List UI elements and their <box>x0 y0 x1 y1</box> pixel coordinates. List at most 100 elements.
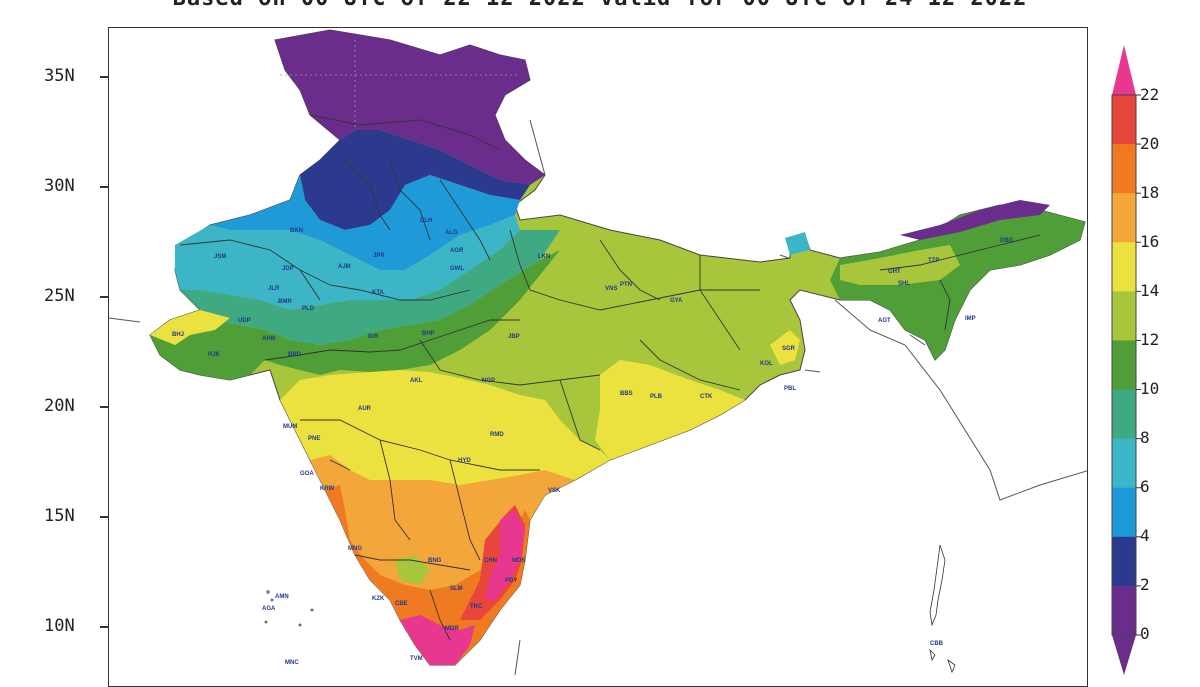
islands <box>264 544 956 674</box>
station-label: PLB <box>650 394 663 400</box>
station-label: BHP <box>422 331 435 337</box>
station-label: RJK <box>208 352 221 358</box>
station-label: UDP <box>238 318 251 324</box>
station-label: GOA <box>300 471 314 477</box>
station-label: AGT <box>878 318 891 324</box>
lat-label-30n: 30N <box>44 176 75 196</box>
lat-tick <box>100 186 108 188</box>
station-label: TVM <box>410 656 423 662</box>
station-label: AHM <box>262 336 276 342</box>
station-label: GYA <box>670 298 683 304</box>
station-label: HYD <box>458 458 471 464</box>
colorbar-label: 0 <box>1140 624 1150 643</box>
lat-label-20n: 20N <box>44 396 75 416</box>
station-label: SLM <box>450 586 463 592</box>
station-label: BMR <box>278 299 292 305</box>
colorbar-label: 22 <box>1140 85 1160 104</box>
colorbar-band <box>1112 291 1136 341</box>
station-label: MNG <box>348 546 362 552</box>
station-labels: JSM BKN JDP BMR PLD JLR UDP AJM BHJ RJK … <box>172 218 1014 666</box>
lat-label-25n: 25N <box>44 286 75 306</box>
station-label: CBB <box>930 641 944 647</box>
colorbar-top-arrow <box>1112 45 1136 95</box>
colorbar-band <box>1112 487 1136 538</box>
station-label: AUR <box>358 406 372 412</box>
station-label: BHJ <box>172 332 184 338</box>
station-label: KOL <box>760 361 773 367</box>
colorbar-label: 20 <box>1140 134 1160 153</box>
station-label: RMD <box>490 432 504 438</box>
station-label: AKL <box>410 378 423 384</box>
state-boundaries <box>179 114 1041 641</box>
lat-label-35n: 35N <box>44 66 75 86</box>
lat-tick <box>100 406 108 408</box>
station-label: BKN <box>290 228 303 234</box>
map-subtitle: Based on 00 UTC of 22-12-2022 valid for … <box>150 0 1050 11</box>
station-label: CBE <box>395 601 408 607</box>
station-label: GWL <box>450 266 464 272</box>
colorbar-band <box>1112 340 1136 391</box>
colorbar-label: 16 <box>1140 232 1160 251</box>
colorbar-bands <box>1112 95 1136 636</box>
station-label: SGR <box>782 346 796 352</box>
station-label: KZK <box>372 596 385 602</box>
station-label: KTA <box>372 290 385 296</box>
colorbar-label: 4 <box>1140 526 1150 545</box>
station-label: TRC <box>470 604 483 610</box>
station-label: PLD <box>302 306 315 312</box>
colorbar-band <box>1112 144 1136 194</box>
station-label: PTN <box>620 282 632 288</box>
station-label: MNC <box>285 660 299 666</box>
lat-tick <box>100 296 108 298</box>
station-label: MUM <box>283 424 297 430</box>
station-label: CTK <box>700 394 713 400</box>
station-label: CHN <box>484 558 497 564</box>
station-label: IDR <box>368 334 379 340</box>
colorbar-band <box>1112 242 1136 292</box>
station-label: AGR <box>450 248 464 254</box>
station-label: BBS <box>620 391 633 397</box>
station-label: AGA <box>262 606 276 612</box>
station-label: JLR <box>268 286 280 292</box>
station-label: BNG <box>428 558 442 564</box>
lat-tick <box>100 516 108 518</box>
neighbour-borders <box>109 119 1087 675</box>
station-label: ALG <box>445 230 458 236</box>
station-label: BRD <box>288 352 302 358</box>
temperature-field <box>149 29 1086 666</box>
lat-label-10n: 10N <box>44 616 75 636</box>
colorbar-band <box>1112 389 1136 440</box>
station-label: PNE <box>308 436 320 442</box>
station-label: MDR <box>445 626 459 632</box>
station-label: LKN <box>538 254 550 260</box>
colorbar-label: 8 <box>1140 428 1150 447</box>
station-label: AMN <box>275 594 289 600</box>
colorbar-label: 14 <box>1140 281 1160 300</box>
colorbar-label: 18 <box>1140 183 1160 202</box>
colorbar-label: 10 <box>1140 379 1160 398</box>
colorbar-bottom-arrow <box>1112 635 1136 675</box>
colorbar-label: 12 <box>1140 330 1160 349</box>
station-label: VSK <box>548 488 561 494</box>
station-label: AJM <box>338 264 351 270</box>
station-label: JSM <box>214 254 226 260</box>
station-label: TZP <box>928 258 939 264</box>
station-label: DLH <box>420 218 432 224</box>
station-label: MDS <box>512 558 525 564</box>
colorbar-label: 2 <box>1140 575 1150 594</box>
station-label: PBL <box>784 386 796 392</box>
station-label: KRW <box>320 486 335 492</box>
station-label: JPR <box>373 253 385 259</box>
station-label: DBG <box>1000 238 1014 244</box>
lat-label-15n: 15N <box>44 506 75 526</box>
station-label: IMP <box>965 316 976 322</box>
colorbar-band <box>1112 95 1136 145</box>
station-label: NGP <box>482 378 495 384</box>
station-label: PDY <box>505 578 517 584</box>
station-label: VNS <box>605 286 617 292</box>
lat-tick <box>100 626 108 628</box>
station-label: GHT <box>888 269 901 275</box>
